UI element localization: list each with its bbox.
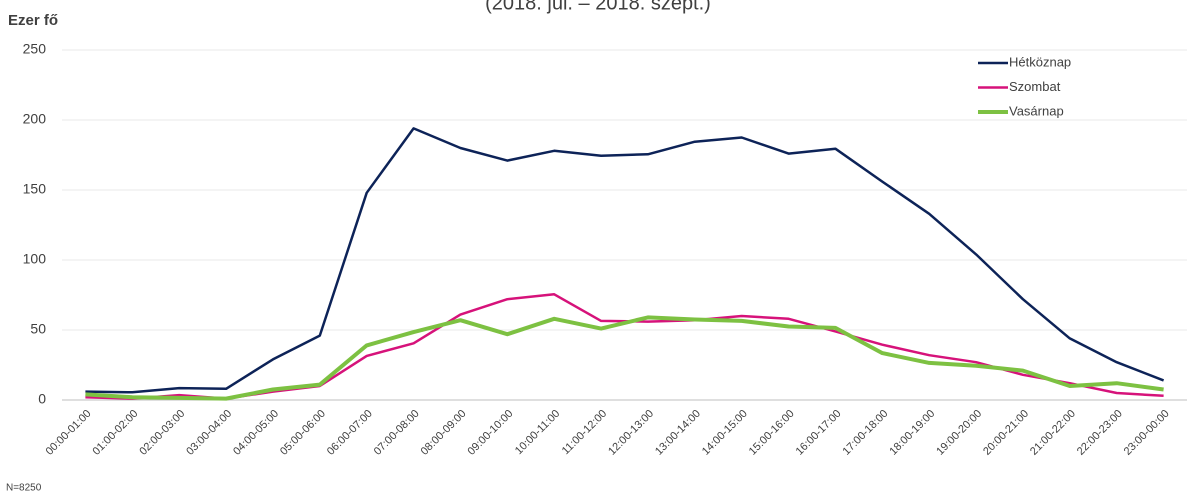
chart-subtitle: (2018. júl. – 2018. szept.) xyxy=(485,0,711,14)
x-tick-label: 06:00-07:00 xyxy=(325,408,375,458)
y-axis-label: Ezer fő xyxy=(8,12,58,29)
x-tick-label: 14:00-15:00 xyxy=(700,408,750,458)
legend-label: Vasárnap xyxy=(1009,103,1064,118)
x-tick-label: 05:00-06:00 xyxy=(278,408,328,458)
x-tick-label: 19:00-20:00 xyxy=(934,408,984,458)
x-tick-label: 03:00-04:00 xyxy=(184,408,234,458)
x-tick-label: 09:00-10:00 xyxy=(465,408,515,458)
x-tick-label: 11:00-12:00 xyxy=(560,408,609,457)
y-tick-label: 200 xyxy=(23,111,47,127)
x-tick-label: 07:00-08:00 xyxy=(372,408,422,458)
legend-label: Szombat xyxy=(1009,79,1061,94)
y-tick-label: 0 xyxy=(38,391,46,407)
x-tick-label: 08:00-09:00 xyxy=(419,408,469,458)
x-tick-label: 00:00-01:00 xyxy=(44,408,94,458)
x-tick-label: 18:00-19:00 xyxy=(887,408,937,458)
x-tick-label: 17:00-18:00 xyxy=(840,408,890,458)
y-tick-label: 100 xyxy=(23,251,47,267)
series-line xyxy=(85,293,1164,400)
x-tick-label: 01:00-02:00 xyxy=(90,408,140,458)
x-tick-label: 20:00-21:00 xyxy=(981,408,1031,458)
y-tick-label: 50 xyxy=(30,321,46,337)
x-tick-label: 23:00-00:00 xyxy=(1122,408,1172,458)
series-line xyxy=(85,315,1164,401)
x-tick-label: 04:00-05:00 xyxy=(231,408,281,458)
x-tick-label: 12:00-13:00 xyxy=(606,408,656,458)
legend-label: Hétköznap xyxy=(1009,54,1071,69)
x-tick-label: 22:00-23:00 xyxy=(1075,408,1125,458)
x-tick-label: 10:00-11:00 xyxy=(513,408,562,457)
y-tick-label: 250 xyxy=(23,41,47,57)
x-tick-label: 02:00-03:00 xyxy=(137,408,187,458)
x-tick-label: 21:00-22:00 xyxy=(1028,408,1078,458)
x-tick-label: 16:00-17:00 xyxy=(794,408,844,458)
x-tick-label: 13:00-14:00 xyxy=(653,408,703,458)
series-line xyxy=(85,127,1165,394)
x-tick-label: 15:00-16:00 xyxy=(747,408,797,458)
footnote: N=8250 xyxy=(6,483,42,494)
y-tick-label: 150 xyxy=(23,181,47,197)
